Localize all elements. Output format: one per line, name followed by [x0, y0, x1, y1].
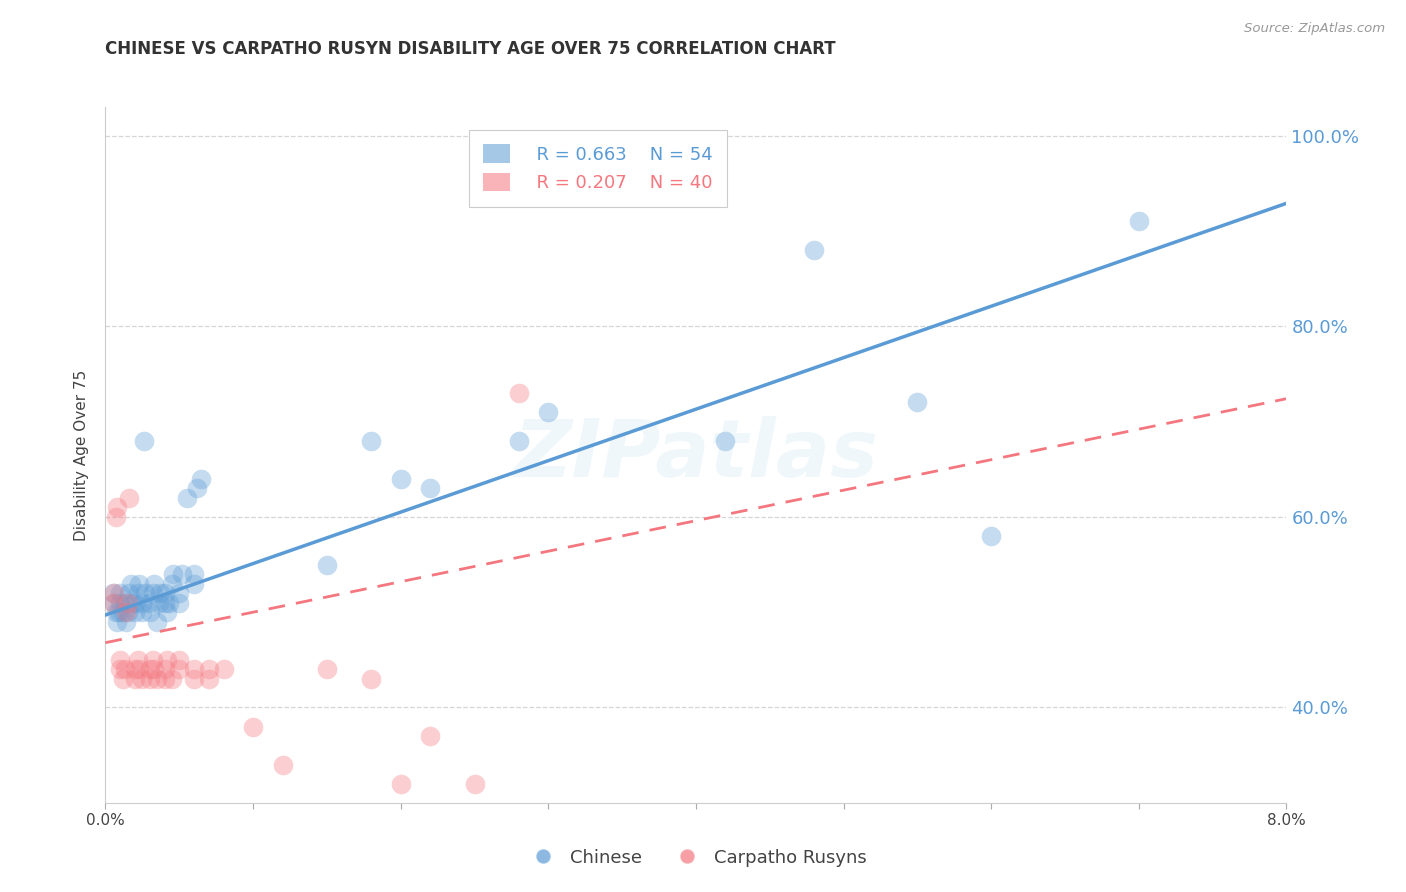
Point: [124, 596, 146, 610]
Point: [162, 567, 184, 582]
Point: [118, 491, 141, 505]
Point: [803, 243, 825, 257]
Point: [105, 615, 128, 629]
Point: [508, 434, 530, 448]
Point: [980, 529, 1002, 543]
Point: [315, 558, 337, 572]
Point: [190, 472, 212, 486]
Point: [104, 509, 127, 524]
Point: [156, 605, 179, 619]
Point: [138, 596, 162, 610]
Point: [905, 395, 928, 409]
Point: [104, 605, 127, 619]
Point: [110, 596, 132, 610]
Point: [103, 586, 125, 600]
Point: [115, 615, 138, 629]
Point: [389, 472, 412, 486]
Point: [153, 596, 176, 610]
Point: [105, 500, 128, 515]
Point: [107, 605, 129, 619]
Point: [160, 576, 183, 591]
Point: [127, 586, 149, 600]
Point: [138, 662, 162, 676]
Point: [419, 729, 441, 743]
Point: [131, 605, 153, 619]
Point: [118, 586, 141, 600]
Point: [103, 596, 125, 610]
Point: [537, 405, 560, 419]
Point: [112, 672, 135, 686]
Point: [176, 491, 198, 505]
Point: [153, 672, 176, 686]
Point: [153, 586, 176, 600]
Point: [127, 653, 149, 667]
Point: [131, 672, 153, 686]
Point: [186, 481, 208, 495]
Point: [120, 576, 142, 591]
Point: [114, 662, 136, 676]
Point: [138, 672, 162, 686]
Point: [114, 596, 136, 610]
Point: [419, 481, 441, 495]
Point: [146, 672, 169, 686]
Point: [169, 586, 191, 600]
Point: [128, 662, 150, 676]
Point: [138, 605, 162, 619]
Point: [142, 586, 165, 600]
Point: [169, 662, 191, 676]
Point: [143, 662, 166, 676]
Point: [157, 596, 180, 610]
Point: [117, 605, 139, 619]
Point: [143, 576, 166, 591]
Point: [360, 672, 382, 686]
Point: [124, 672, 146, 686]
Point: [197, 672, 219, 686]
Point: [508, 386, 530, 401]
Point: [714, 434, 737, 448]
Point: [197, 662, 219, 676]
Point: [146, 615, 169, 629]
Point: [464, 777, 486, 791]
Point: [149, 586, 172, 600]
Point: [172, 567, 194, 582]
Legend: Chinese, Carpatho Rusyns: Chinese, Carpatho Rusyns: [517, 841, 875, 874]
Point: [153, 662, 176, 676]
Point: [132, 434, 155, 448]
Point: [183, 662, 205, 676]
Point: [110, 662, 132, 676]
Point: [115, 605, 138, 619]
Point: [1128, 214, 1150, 228]
Point: [315, 662, 337, 676]
Point: [121, 596, 143, 610]
Point: [242, 720, 264, 734]
Point: [142, 653, 165, 667]
Point: [117, 596, 139, 610]
Point: [124, 662, 146, 676]
Point: [183, 576, 205, 591]
Point: [183, 567, 205, 582]
Point: [110, 653, 132, 667]
Point: [212, 662, 235, 676]
Text: Source: ZipAtlas.com: Source: ZipAtlas.com: [1244, 22, 1385, 36]
Point: [271, 757, 294, 772]
Point: [124, 605, 146, 619]
Point: [360, 434, 382, 448]
Point: [112, 605, 135, 619]
Point: [131, 596, 153, 610]
Text: ZIPatlas: ZIPatlas: [513, 416, 879, 494]
Point: [128, 576, 150, 591]
Point: [389, 777, 412, 791]
Point: [101, 586, 124, 600]
Point: [134, 586, 156, 600]
Point: [110, 586, 132, 600]
Point: [160, 672, 183, 686]
Text: CHINESE VS CARPATHO RUSYN DISABILITY AGE OVER 75 CORRELATION CHART: CHINESE VS CARPATHO RUSYN DISABILITY AGE…: [105, 40, 837, 58]
Point: [156, 653, 179, 667]
Point: [169, 653, 191, 667]
Point: [183, 672, 205, 686]
Point: [169, 596, 191, 610]
Point: [101, 596, 124, 610]
Y-axis label: Disability Age Over 75: Disability Age Over 75: [75, 369, 90, 541]
Point: [148, 596, 170, 610]
